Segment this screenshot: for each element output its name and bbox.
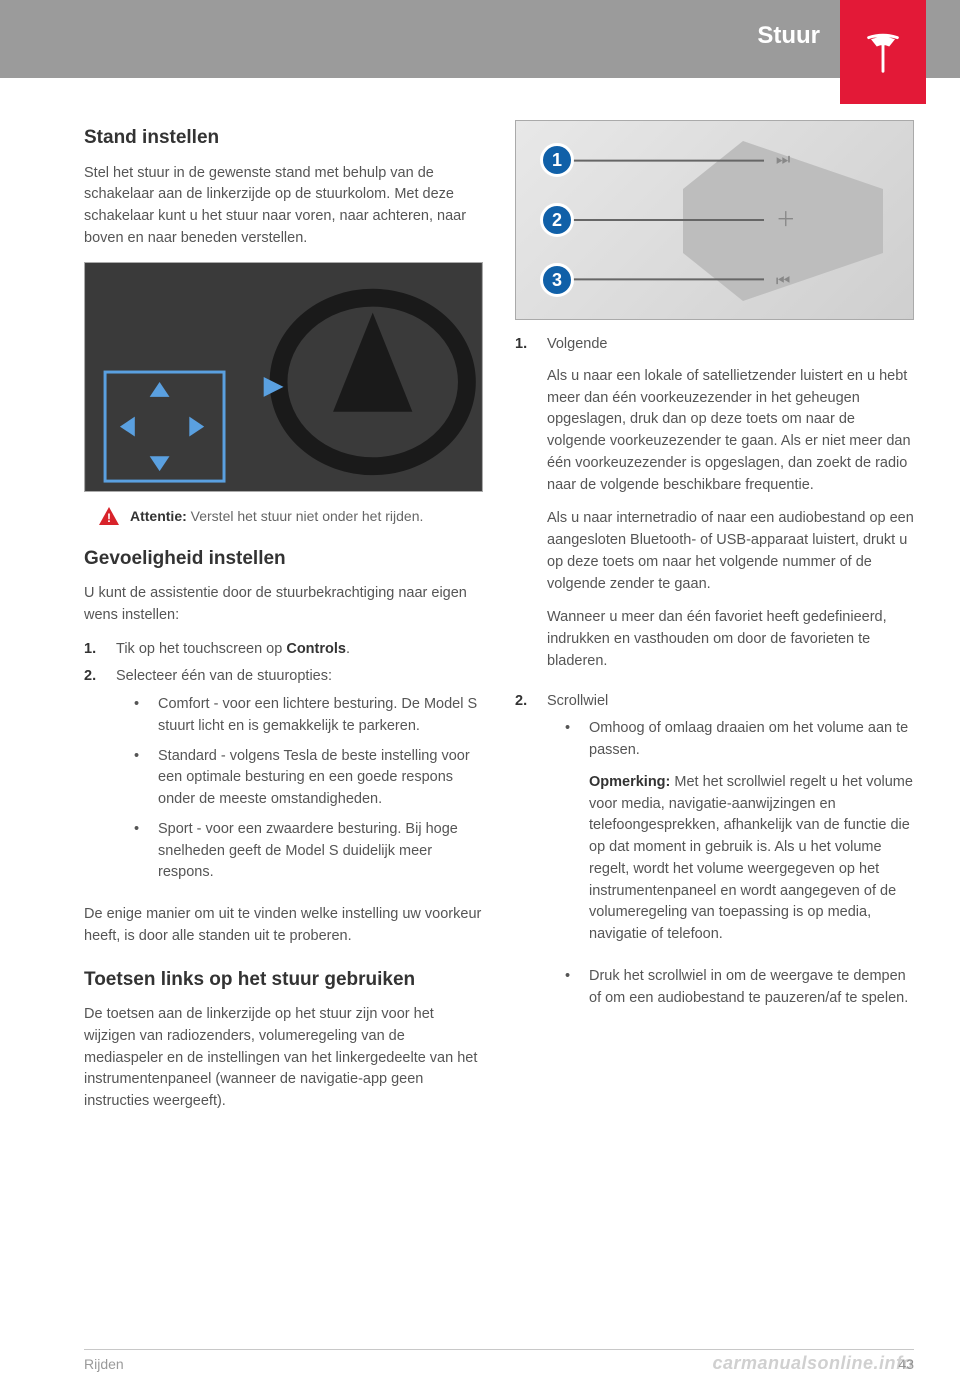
control-1-p3: Wanneer u meer dan één favoriet heeft ge…	[547, 607, 914, 672]
step-1-pre: Tik op het touchscreen op	[116, 641, 286, 657]
scrollwheel-bullets: Omhoog of omlaag draaien om het volume a…	[547, 718, 914, 1009]
para-stand-intro: Stel het stuur in de gewenste stand met …	[84, 163, 483, 250]
figure-steering-adjust	[84, 262, 483, 492]
control-1-p1: Als u naar een lokale of satellietzender…	[547, 366, 914, 497]
control-1-body: Volgende Als u naar een lokale of satell…	[547, 334, 914, 685]
scroll-b1-body: Omhoog of omlaag draaien om het volume a…	[589, 718, 914, 958]
callout-lines-icon: ⏭ ＋ ⏮	[516, 121, 913, 319]
heading-stand-instellen: Stand instellen	[84, 124, 483, 153]
left-column: Stand instellen Stel het stuur in de gew…	[84, 120, 483, 1336]
page-header-title: Stuur	[757, 22, 820, 50]
option-sport: Sport - voor een zwaardere besturing. Bi…	[134, 819, 483, 884]
heading-gevoeligheid: Gevoeligheid instellen	[84, 545, 483, 574]
figure-steering-controls: 1 2 3 ⏭ ＋ ⏮	[515, 120, 914, 320]
control-1-p2: Als u naar internetradio of naar een aud…	[547, 508, 914, 595]
warning-triangle-icon: !	[98, 506, 120, 526]
controls-list: 1. Volgende Als u naar een lokale of sat…	[515, 334, 914, 1017]
step-2-number: 2.	[84, 666, 102, 892]
scroll-b1-text: Omhoog of omlaag draaien om het volume a…	[589, 720, 908, 758]
step-2-body: Selecteer één van de stuuropties:	[116, 668, 332, 684]
scroll-note: Opmerking: Met het scrollwiel regelt u h…	[589, 772, 914, 946]
para-gevoeligheid-intro: U kunt de assistentie door de stuurbekra…	[84, 583, 483, 627]
tesla-logo-badge	[840, 0, 926, 104]
scroll-b1: Omhoog of omlaag draaien om het volume a…	[565, 718, 914, 958]
option-sport-text: Sport - voor een zwaardere besturing. Bi…	[158, 819, 483, 884]
option-standard-text: Standard - volgens Tesla de beste instel…	[158, 746, 483, 811]
header-bar: Stuur	[0, 0, 960, 78]
svg-text:⏭: ⏭	[776, 152, 790, 169]
heading-left-buttons: Toetsen links op het stuur gebruiken	[84, 966, 483, 995]
step-1-text: Tik op het touchscreen op Controls.	[116, 639, 483, 661]
steering-illustration-icon	[85, 263, 482, 491]
control-2-label: Scrollwiel	[547, 693, 608, 709]
scroll-b2: Druk het scrollwiel in om de weergave te…	[565, 966, 914, 1010]
step-1-post: .	[346, 641, 350, 657]
svg-text:＋: ＋	[776, 209, 796, 231]
right-column: 1 2 3 ⏭ ＋ ⏮ 1. Volgende Als u naar een l…	[515, 120, 914, 1336]
control-1-number: 1.	[515, 334, 533, 685]
control-2: 2. Scrollwiel Omhoog of omlaag draaien o…	[515, 691, 914, 1018]
scroll-note-label: Opmerking:	[589, 774, 670, 790]
option-comfort-text: Comfort - voor een lichtere besturing. D…	[158, 694, 483, 738]
step-2: 2. Selecteer één van de stuuropties: Com…	[84, 666, 483, 892]
watermark: carmanualsonline.info	[712, 1353, 914, 1374]
para-left-buttons-intro: De toetsen aan de linkerzijde op het stu…	[84, 1004, 483, 1113]
steering-options-list: Comfort - voor een lichtere besturing. D…	[116, 694, 483, 884]
tesla-logo-icon	[859, 28, 907, 76]
option-comfort: Comfort - voor een lichtere besturing. D…	[134, 694, 483, 738]
scroll-note-text: Met het scrollwiel regelt u het volume v…	[589, 774, 913, 942]
step-1-bold: Controls	[286, 641, 346, 657]
steering-sensitivity-steps: 1. Tik op het touchscreen op Controls. 2…	[84, 639, 483, 893]
option-standard: Standard - volgens Tesla de beste instel…	[134, 746, 483, 811]
svg-text:⏮: ⏮	[776, 272, 790, 289]
footer-section: Rijden	[84, 1356, 124, 1372]
step-1: 1. Tik op het touchscreen op Controls.	[84, 639, 483, 661]
control-2-body: Scrollwiel Omhoog of omlaag draaien om h…	[547, 691, 914, 1018]
warning-body: Verstel het stuur niet onder het rijden.	[187, 508, 424, 524]
scroll-b2-text: Druk het scrollwiel in om de weergave te…	[589, 966, 914, 1010]
step-1-number: 1.	[84, 639, 102, 661]
warning-row: ! Attentie: Verstel het stuur niet onder…	[98, 506, 483, 527]
para-tryout: De enige manier om uit te vinden welke i…	[84, 904, 483, 948]
step-2-text: Selecteer één van de stuuropties: Comfor…	[116, 666, 483, 892]
control-1-label: Volgende	[547, 336, 607, 352]
control-2-number: 2.	[515, 691, 533, 1018]
page-body: Stand instellen Stel het stuur in de gew…	[84, 120, 914, 1336]
svg-text:!: !	[107, 511, 111, 525]
control-1: 1. Volgende Als u naar een lokale of sat…	[515, 334, 914, 685]
warning-label: Attentie:	[130, 508, 187, 524]
warning-text: Attentie: Verstel het stuur niet onder h…	[130, 506, 483, 527]
